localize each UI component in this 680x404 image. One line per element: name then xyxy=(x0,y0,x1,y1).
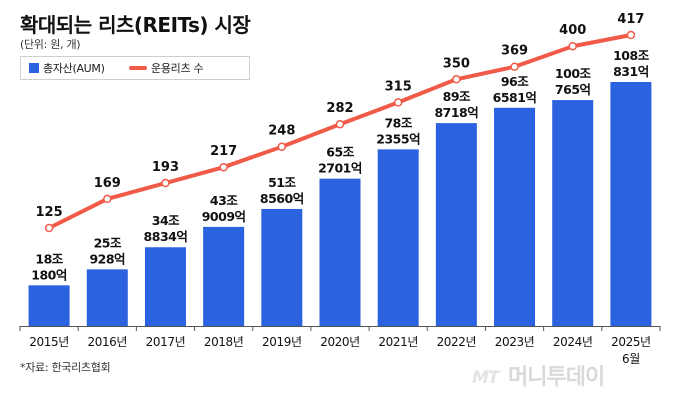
x-tick-label: 2017년 xyxy=(146,335,186,349)
chart-title: 확대되는 리츠(REITs) 시장 xyxy=(20,13,251,37)
legend-bar-label: 총자산(AUM) xyxy=(43,62,105,75)
bar-aum xyxy=(377,149,419,326)
bar-aum xyxy=(319,178,361,326)
line-marker xyxy=(335,119,345,129)
legend-line-swatch xyxy=(129,66,147,70)
bar-value-label: 43조 xyxy=(210,193,238,208)
bar-value-label: 65조 xyxy=(326,145,354,160)
line-marker xyxy=(393,98,403,107)
bar-aum xyxy=(203,226,245,326)
line-value-label: 417 xyxy=(617,12,644,27)
bar-value-label: 765억 xyxy=(555,82,591,97)
line-value-label: 369 xyxy=(501,44,528,59)
x-tick-label: 2024년 xyxy=(553,335,593,349)
bar-value-label: 8718억 xyxy=(434,105,478,120)
watermark-text: 머니투데이 xyxy=(508,365,605,390)
x-tick-label: 2018년 xyxy=(204,335,244,349)
line-marker xyxy=(103,194,112,204)
line-value-label: 400 xyxy=(559,23,586,38)
bar-value-label: 2701억 xyxy=(318,161,362,176)
line-marker xyxy=(219,162,228,172)
x-tick-sublabel: 6월 xyxy=(622,352,640,366)
watermark-logo: MT xyxy=(472,368,499,388)
x-tick-label: 2025년 xyxy=(611,335,651,349)
bar-aum xyxy=(494,107,536,326)
bar-value-label: 100조 xyxy=(555,66,592,81)
bar-value-label: 928억 xyxy=(89,251,125,266)
bar-value-label: 2355억 xyxy=(376,131,420,146)
bar-value-label: 25조 xyxy=(94,235,122,250)
x-tick-label: 2019년 xyxy=(262,335,302,349)
bar-aum xyxy=(86,269,128,326)
bar-aum xyxy=(144,247,186,326)
line-marker xyxy=(452,75,461,84)
x-tick-label: 2023년 xyxy=(495,335,535,349)
bar-value-label: 78조 xyxy=(384,115,412,130)
bar-aum xyxy=(28,285,70,326)
bar-value-label: 108조 xyxy=(613,48,650,63)
legend: 총자산(AUM) 운용리츠 수 xyxy=(20,56,250,80)
line-value-label: 169 xyxy=(94,176,121,191)
line-marker xyxy=(568,41,577,51)
x-tick-label: 2016년 xyxy=(87,335,127,349)
bar-aum xyxy=(261,208,303,326)
bar-aum xyxy=(435,123,477,326)
bar-value-label: 8834억 xyxy=(144,229,188,244)
bar-value-label: 9009억 xyxy=(202,209,246,224)
x-tick-label: 2020년 xyxy=(320,335,360,349)
line-marker xyxy=(161,178,170,188)
line-marker xyxy=(626,30,636,40)
legend-line-label: 운용리츠 수 xyxy=(151,62,204,75)
bar-value-label: 89조 xyxy=(443,89,471,104)
bar-value-label: 18조 xyxy=(35,251,63,266)
bar-value-label: 96조 xyxy=(501,74,529,89)
bar-value-label: 180억 xyxy=(31,267,67,282)
line-marker xyxy=(44,223,54,233)
line-value-label: 125 xyxy=(36,205,63,220)
bar-value-label: 831억 xyxy=(613,64,649,79)
bar-aum xyxy=(610,82,652,326)
legend-bar-swatch xyxy=(29,63,39,73)
line-value-label: 193 xyxy=(152,160,179,175)
line-value-label: 248 xyxy=(268,124,295,139)
bar-value-label: 8560억 xyxy=(260,191,304,206)
x-tick-label: 2022년 xyxy=(437,335,477,349)
bar-value-label: 51조 xyxy=(268,175,296,190)
line-marker xyxy=(510,62,519,71)
x-tick-label: 2015년 xyxy=(29,335,69,349)
unit-note: (단위: 원, 개) xyxy=(20,38,81,51)
source-note: *자료: 한국리츠협회 xyxy=(20,361,111,374)
bar-aum xyxy=(552,100,594,327)
line-marker xyxy=(277,142,287,151)
bar-value-label: 6581억 xyxy=(493,90,537,105)
line-value-label: 217 xyxy=(210,144,237,159)
line-value-label: 350 xyxy=(443,56,470,71)
line-value-label: 315 xyxy=(385,79,412,94)
line-value-label: 282 xyxy=(326,101,353,116)
x-tick-label: 2021년 xyxy=(378,335,418,349)
bar-value-label: 34조 xyxy=(152,213,180,228)
